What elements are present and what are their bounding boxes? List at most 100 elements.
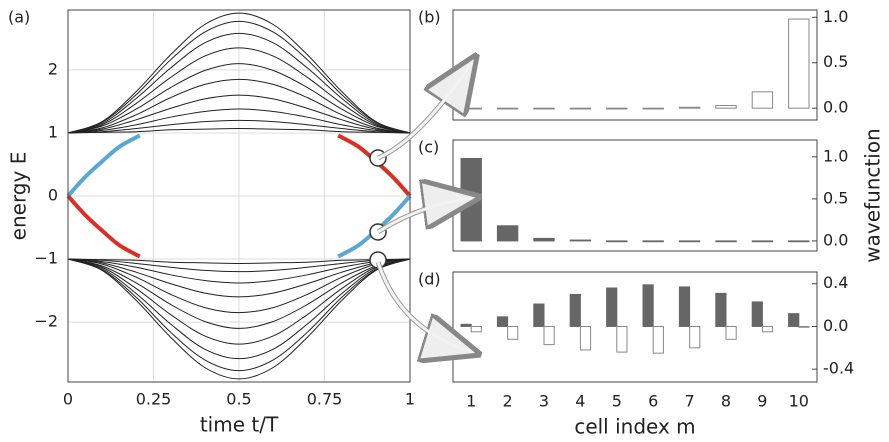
panel-label: (b) — [418, 8, 441, 27]
line — [67, 258, 411, 380]
arrows — [375, 61, 474, 354]
x-tick-label: 3 — [539, 392, 549, 411]
x-tick-label: 1 — [405, 390, 415, 409]
line — [67, 258, 411, 372]
line — [67, 258, 411, 264]
arrow — [377, 61, 474, 160]
x-tick-label: 7 — [685, 392, 695, 411]
bar — [569, 107, 592, 110]
x-tick-label: 2 — [503, 392, 513, 411]
bar — [533, 237, 555, 242]
line — [67, 258, 411, 360]
bar — [569, 239, 592, 242]
bar — [616, 325, 628, 353]
bar — [642, 284, 654, 327]
x-tick-label: 0.25 — [136, 390, 172, 409]
line — [67, 258, 411, 314]
line — [66, 133, 141, 198]
bar — [689, 325, 701, 349]
bar — [761, 325, 774, 333]
bar — [507, 325, 519, 340]
bar — [543, 325, 555, 346]
bar — [579, 325, 592, 351]
line — [67, 20, 411, 134]
line — [67, 258, 411, 298]
bar — [798, 325, 810, 328]
y-tick-label: 0 — [48, 186, 58, 205]
line — [67, 258, 411, 284]
bar — [725, 325, 737, 340]
y-tick-label: 1.0 — [823, 146, 848, 165]
line — [67, 258, 411, 273]
line — [67, 47, 411, 134]
x-tick-label: 1 — [466, 392, 476, 411]
bar — [533, 107, 555, 110]
y-axis-label: wavefunction — [861, 128, 885, 262]
bar — [460, 323, 472, 327]
bar — [751, 91, 774, 109]
x-tick-label: 9 — [757, 392, 767, 411]
line — [67, 119, 411, 134]
line — [67, 258, 411, 345]
bar — [788, 240, 810, 243]
y-axis-label: energy E — [7, 152, 31, 241]
bar — [642, 240, 664, 243]
arrow — [377, 196, 473, 234]
bar — [715, 240, 737, 243]
x-tick-label: 0.5 — [226, 390, 251, 409]
x-tick-label: 4 — [575, 392, 585, 411]
bar — [678, 106, 701, 109]
y-tick-label: -0.4 — [823, 359, 854, 378]
bar — [496, 225, 519, 242]
x-tick-label: 8 — [721, 392, 731, 411]
x-tick-label: 10 — [789, 392, 809, 411]
arrow — [376, 261, 473, 354]
y-tick-label: 2 — [48, 59, 58, 78]
line — [67, 108, 411, 134]
y-tick-label: −2 — [34, 312, 58, 331]
x-tick-label: 5 — [612, 392, 622, 411]
x-tick-label: 0.75 — [307, 390, 343, 409]
bar — [678, 240, 701, 243]
x-tick-label: 0 — [63, 390, 73, 409]
bar — [533, 303, 545, 327]
y-tick-label: 0.5 — [823, 52, 848, 71]
panel-label: (d) — [418, 270, 441, 289]
bar — [496, 107, 519, 110]
bar — [715, 292, 727, 327]
bar — [678, 286, 691, 327]
bar — [788, 18, 810, 109]
y-tick-label: 0.4 — [823, 273, 848, 292]
y-tick-label: 0.0 — [823, 98, 848, 117]
bar — [496, 316, 509, 327]
plot-frame — [67, 9, 411, 383]
y-tick-label: 1.0 — [823, 7, 848, 26]
line — [67, 32, 411, 134]
bar — [470, 325, 482, 333]
line — [67, 258, 411, 329]
y-tick-label: 0.0 — [823, 316, 848, 335]
bar — [460, 107, 482, 110]
x-axis-label: time t/T — [200, 413, 279, 437]
line — [67, 63, 411, 134]
bar — [606, 287, 618, 327]
line — [66, 194, 141, 259]
line — [67, 12, 411, 134]
y-tick-label: −1 — [34, 249, 58, 268]
panel-label: (a) — [8, 8, 30, 27]
x-axis-label: cell index m — [574, 415, 695, 439]
line — [67, 128, 411, 134]
x-tick-label: 6 — [648, 392, 658, 411]
bar — [606, 240, 628, 243]
bar — [569, 293, 581, 327]
bar — [606, 107, 628, 110]
bar — [788, 313, 800, 327]
bar — [715, 104, 737, 109]
y-tick-label: 1 — [48, 122, 58, 141]
bar — [642, 107, 664, 110]
bar — [751, 240, 774, 243]
panel-label: (c) — [418, 138, 439, 157]
y-tick-label: 0.5 — [823, 188, 848, 207]
line — [67, 94, 411, 134]
